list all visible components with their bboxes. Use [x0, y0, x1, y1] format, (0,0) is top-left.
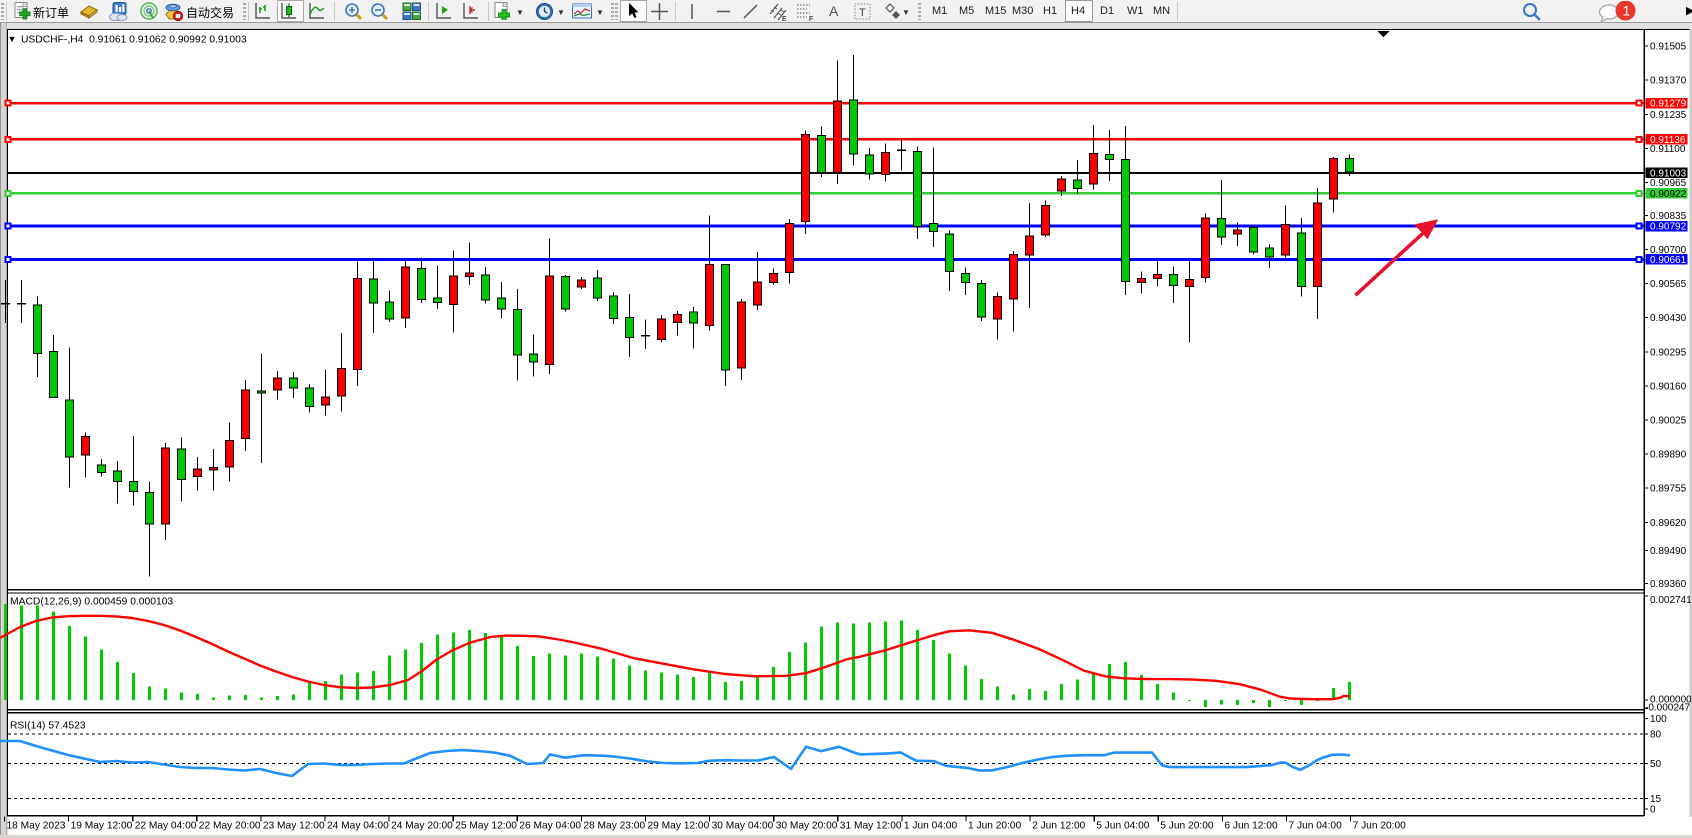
svg-text:24 May 20:00: 24 May 20:00 — [391, 821, 453, 832]
svg-text:0.90700: 0.90700 — [1650, 245, 1687, 256]
svg-text:30 May 20:00: 30 May 20:00 — [776, 821, 838, 832]
svg-text:23 May 12:00: 23 May 12:00 — [263, 821, 325, 832]
svg-text:0.90295: 0.90295 — [1650, 347, 1687, 358]
svg-text:0.91235: 0.91235 — [1650, 110, 1687, 121]
svg-text:7 Jun 04:00: 7 Jun 04:00 — [1289, 821, 1343, 832]
svg-text:15: 15 — [1650, 794, 1662, 805]
svg-text:0.91370: 0.91370 — [1650, 76, 1687, 87]
svg-text:31 May 12:00: 31 May 12:00 — [840, 821, 902, 832]
svg-text:0.90661: 0.90661 — [1650, 255, 1687, 266]
svg-text:25 May 12:00: 25 May 12:00 — [455, 821, 517, 832]
svg-text:5 Jun 20:00: 5 Jun 20:00 — [1160, 821, 1214, 832]
svg-text:0.89490: 0.89490 — [1650, 546, 1687, 557]
svg-text:24 May 04:00: 24 May 04:00 — [327, 821, 389, 832]
svg-text:0.90792: 0.90792 — [1650, 222, 1687, 233]
svg-text:0.90430: 0.90430 — [1650, 313, 1687, 324]
svg-text:19 May 12:00: 19 May 12:00 — [71, 821, 133, 832]
svg-text:29 May 12:00: 29 May 12:00 — [648, 821, 710, 832]
svg-text:0.89360: 0.89360 — [1650, 579, 1687, 590]
svg-text:80: 80 — [1650, 729, 1662, 740]
svg-text:USDCHF-,H4 0.91061 0.91062 0.: USDCHF-,H4 0.91061 0.91062 0.90992 0.910… — [21, 35, 247, 46]
svg-text:26 May 04:00: 26 May 04:00 — [519, 821, 581, 832]
svg-text:5 Jun 04:00: 5 Jun 04:00 — [1096, 821, 1150, 832]
svg-text:18 May 2023: 18 May 2023 — [7, 821, 66, 832]
svg-text:E: E — [782, 16, 787, 22]
svg-text:0.90835: 0.90835 — [1650, 211, 1687, 222]
svg-text:7 Jun 20:00: 7 Jun 20:00 — [1353, 821, 1407, 832]
svg-text:50: 50 — [1650, 759, 1662, 770]
svg-text:0.90565: 0.90565 — [1650, 279, 1687, 290]
svg-text:0.89755: 0.89755 — [1650, 484, 1687, 495]
svg-text:0.91100: 0.91100 — [1650, 144, 1686, 155]
svg-text:▼: ▼ — [8, 34, 17, 44]
svg-text:-0.000247: -0.000247 — [1645, 703, 1690, 714]
svg-text:0: 0 — [1650, 804, 1656, 815]
svg-text:F: F — [809, 16, 813, 22]
svg-text:6 Jun 12:00: 6 Jun 12:00 — [1224, 821, 1278, 832]
svg-text:1 Jun 20:00: 1 Jun 20:00 — [968, 821, 1022, 832]
svg-text:0.89890: 0.89890 — [1650, 450, 1687, 461]
svg-text:22 May 04:00: 22 May 04:00 — [135, 821, 197, 832]
svg-text:0.89620: 0.89620 — [1650, 518, 1687, 529]
svg-text:0.90025: 0.90025 — [1650, 416, 1687, 427]
svg-text:0.90160: 0.90160 — [1650, 381, 1687, 392]
svg-text:0.91136: 0.91136 — [1650, 135, 1686, 146]
svg-text:1: 1 — [1623, 3, 1631, 19]
svg-text:30 May 04:00: 30 May 04:00 — [712, 821, 774, 832]
svg-text:22 May 20:00: 22 May 20:00 — [199, 821, 261, 832]
svg-text:0.000000: 0.000000 — [1650, 695, 1692, 706]
svg-text:RSI(14) 57.4523: RSI(14) 57.4523 — [10, 721, 86, 732]
svg-text:MACD(12,26,9) 0.000459 0.00010: MACD(12,26,9) 0.000459 0.000103 — [10, 597, 173, 608]
svg-text:0.91505: 0.91505 — [1650, 42, 1687, 53]
svg-text:T: T — [859, 7, 866, 19]
svg-text:0.91279: 0.91279 — [1650, 99, 1687, 110]
svg-text:0.90965: 0.90965 — [1650, 178, 1687, 189]
svg-text:0.91003: 0.91003 — [1650, 168, 1687, 179]
svg-text:2 Jun 12:00: 2 Jun 12:00 — [1032, 821, 1086, 832]
svg-text:100: 100 — [1650, 714, 1667, 725]
svg-text:0.002741: 0.002741 — [1650, 595, 1692, 606]
svg-text:0.90922: 0.90922 — [1650, 189, 1687, 200]
svg-text:28 May 23:00: 28 May 23:00 — [583, 821, 645, 832]
svg-text:1 Jun 04:00: 1 Jun 04:00 — [904, 821, 958, 832]
